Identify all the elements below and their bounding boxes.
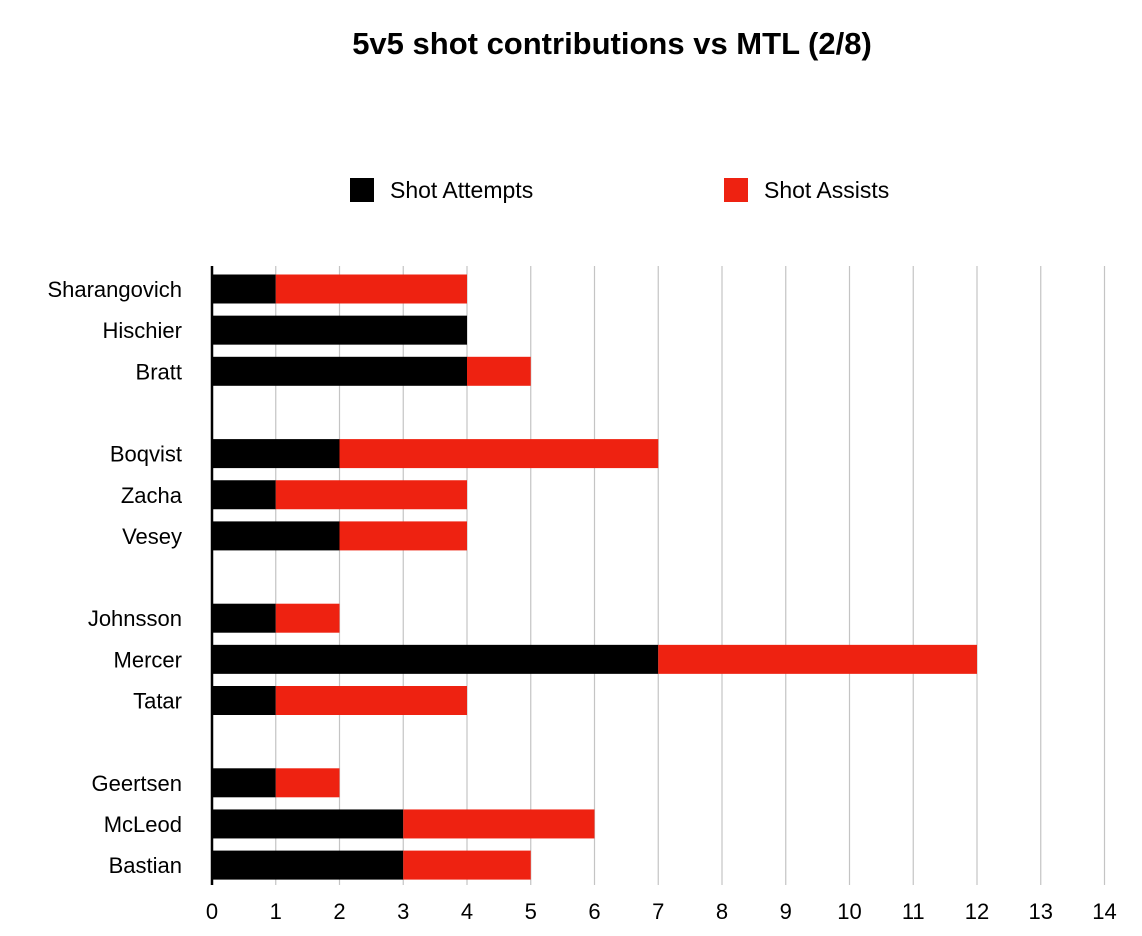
bar-shot-assists-bratt — [467, 356, 531, 386]
bar-shot-attempts-bastian — [212, 850, 404, 880]
bar-shot-attempts-tatar — [212, 686, 276, 715]
bar-shot-assists-bastian — [403, 850, 531, 880]
legend-item-shot-attempts: Shot Attempts — [350, 175, 533, 205]
bar-shot-assists-mcleod — [403, 809, 595, 839]
category-label-vesey: Vesey — [122, 524, 182, 549]
category-label-geertsen: Geertsen — [92, 771, 183, 796]
bar-shot-attempts-boqvist — [212, 439, 340, 469]
category-label-mcleod: McLeod — [104, 812, 182, 837]
x-tick-label: 11 — [902, 899, 925, 924]
legend-label-shot-assists: Shot Assists — [764, 176, 890, 203]
x-tick-label: 3 — [397, 899, 409, 924]
x-tick-label: 7 — [652, 899, 664, 924]
bar-shot-assists-zacha — [275, 480, 467, 510]
bar-shot-attempts-sharangovich — [212, 274, 276, 304]
bar-shot-attempts-geertsen — [212, 768, 276, 798]
category-label-sharangovich: Sharangovich — [47, 277, 182, 302]
legend-swatch-shot-attempts — [350, 178, 374, 202]
category-label-zacha: Zacha — [121, 483, 183, 508]
bar-shot-attempts-johnsson — [212, 603, 276, 633]
x-tick-label: 0 — [206, 899, 218, 924]
x-tick-label: 10 — [837, 899, 861, 924]
legend-swatch-shot-assists — [724, 178, 748, 202]
category-label-mercer: Mercer — [114, 647, 182, 672]
x-tick-label: 12 — [965, 899, 989, 924]
x-tick-label: 1 — [270, 899, 282, 924]
x-tick-label: 5 — [525, 899, 537, 924]
bar-shot-assists-mercer — [658, 644, 977, 674]
category-label-bastian: Bastian — [109, 853, 182, 878]
bar-shot-assists-tatar — [275, 686, 467, 715]
bar-shot-attempts-mcleod — [212, 809, 404, 839]
category-label-boqvist: Boqvist — [110, 442, 182, 467]
category-label-bratt: Bratt — [136, 359, 182, 384]
chart-title: 5v5 shot contributions vs MTL (2/8) — [352, 26, 872, 61]
bar-shot-assists-boqvist — [339, 439, 659, 469]
bar-shot-attempts-hischier — [212, 315, 467, 345]
legend-item-shot-assists: Shot Assists — [724, 175, 889, 205]
x-tick-label: 13 — [1029, 899, 1053, 924]
x-tick-label: 9 — [780, 899, 792, 924]
x-tick-label: 4 — [461, 899, 473, 924]
bar-shot-attempts-mercer — [212, 644, 659, 674]
bar-shot-attempts-bratt — [212, 356, 467, 386]
bar-shot-attempts-vesey — [212, 521, 340, 551]
x-tick-label: 14 — [1092, 899, 1116, 924]
bar-shot-assists-geertsen — [275, 768, 340, 798]
bar-shot-assists-johnsson — [275, 603, 340, 633]
x-tick-label: 2 — [333, 899, 345, 924]
category-label-johnsson: Johnsson — [88, 606, 182, 631]
bar-shot-attempts-zacha — [212, 480, 276, 510]
x-tick-label: 6 — [588, 899, 600, 924]
category-label-tatar: Tatar — [133, 689, 182, 714]
legend-label-shot-attempts: Shot Attempts — [390, 176, 534, 203]
bar-shot-assists-vesey — [339, 521, 467, 551]
category-label-hischier: Hischier — [103, 318, 182, 343]
x-tick-label: 8 — [716, 899, 728, 924]
bar-shot-assists-sharangovich — [275, 274, 467, 304]
